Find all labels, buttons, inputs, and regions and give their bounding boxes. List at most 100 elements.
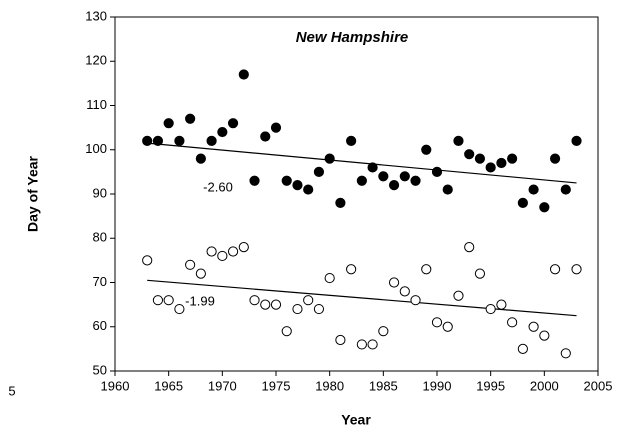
point (270, 299, 282, 310)
point (174, 303, 185, 315)
point (303, 295, 314, 306)
point (539, 330, 550, 341)
x-tick-label: 1995 (476, 378, 505, 393)
trend-line (147, 142, 577, 184)
point (292, 303, 303, 315)
point (399, 286, 410, 297)
y-tick-label: 100 (85, 141, 107, 156)
point (507, 317, 518, 328)
point (485, 303, 496, 315)
point (431, 166, 443, 177)
point (335, 197, 346, 208)
x-tick-label: 1975 (262, 378, 291, 393)
point (560, 184, 571, 195)
point (431, 317, 443, 328)
point (410, 295, 421, 306)
trend-line (147, 279, 577, 317)
point (324, 153, 335, 164)
y-tick-label: 120 (85, 53, 107, 68)
point (227, 118, 239, 129)
y-axis-label: Day of Year (25, 155, 41, 232)
point (260, 299, 271, 310)
point (174, 135, 185, 146)
point (346, 135, 357, 146)
point (539, 202, 550, 213)
point (442, 184, 453, 195)
point (571, 264, 582, 275)
point (249, 295, 260, 306)
point (528, 184, 539, 195)
x-tick-label: 2000 (530, 378, 559, 393)
point (152, 295, 164, 306)
x-tick-label: 1980 (315, 378, 344, 393)
annotation: -2.60 (203, 179, 233, 194)
y-tick-label: 110 (86, 97, 107, 112)
point (571, 135, 582, 146)
y-tick-label: 80 (93, 230, 107, 245)
point (163, 295, 174, 306)
point (528, 321, 539, 332)
point (367, 162, 378, 173)
point (453, 290, 464, 301)
chart-title: New Hampshire (296, 29, 409, 46)
point (388, 277, 400, 288)
y-tick-label: 50 (93, 362, 107, 377)
x-tick-label: 1960 (101, 378, 130, 393)
point (260, 131, 271, 142)
point (217, 126, 228, 138)
point (474, 268, 486, 279)
point (549, 264, 561, 275)
point (421, 144, 432, 155)
x-tick-label: 1985 (369, 378, 398, 393)
point (281, 326, 292, 337)
plot-frame (114, 16, 599, 372)
point (378, 171, 389, 182)
point (313, 166, 325, 177)
annotation: -1.99 (185, 293, 215, 308)
point (464, 242, 475, 253)
point (142, 255, 153, 266)
y-tick-label: 60 (93, 318, 107, 333)
point (292, 180, 303, 191)
point (485, 162, 496, 173)
point (356, 339, 367, 350)
point (378, 326, 389, 337)
y-tick-label: 130 (85, 8, 107, 23)
point (549, 153, 561, 164)
point (270, 122, 282, 133)
point (195, 268, 206, 279)
point (185, 113, 196, 124)
point (517, 343, 528, 354)
point (195, 153, 206, 164)
point (313, 303, 325, 315)
x-axis-label: Year (341, 412, 371, 428)
point (217, 250, 228, 262)
x-tick-label: 2005 (584, 378, 613, 393)
point (227, 246, 239, 257)
point (474, 153, 486, 164)
point (496, 157, 507, 169)
point (303, 184, 314, 195)
point (507, 153, 518, 164)
point (185, 259, 196, 270)
annotation: 5 (8, 383, 15, 398)
point (399, 171, 410, 182)
point (238, 242, 249, 253)
x-tick-label: 1970 (208, 378, 237, 393)
point (442, 321, 453, 332)
point (356, 175, 367, 186)
point (464, 149, 475, 160)
point (206, 135, 217, 146)
point (346, 264, 357, 275)
point (281, 175, 292, 186)
point (453, 135, 464, 146)
point (367, 339, 378, 350)
point (238, 69, 249, 80)
point (324, 272, 335, 284)
point (206, 246, 217, 257)
point (560, 348, 571, 359)
point (421, 264, 432, 275)
point (410, 175, 421, 186)
point (152, 135, 164, 146)
